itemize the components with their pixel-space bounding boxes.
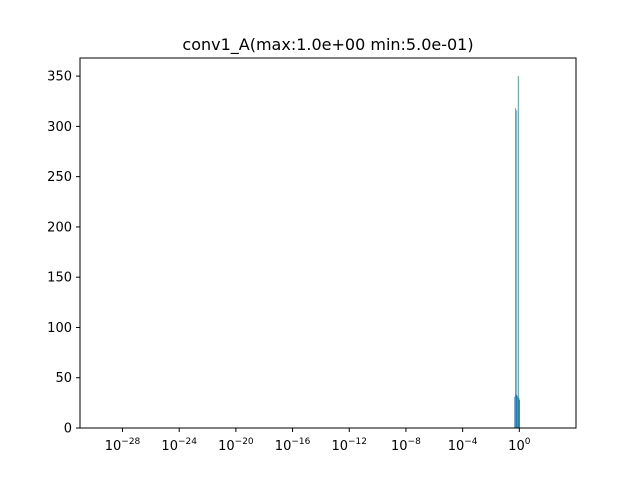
- y-tick-label: 350: [47, 70, 72, 85]
- y-tick-label: 0: [64, 422, 72, 437]
- y-tick-label: 300: [47, 120, 72, 135]
- x-tick-label-base: 10: [508, 439, 525, 454]
- x-tick-label-exponent: −8: [408, 437, 422, 447]
- chart-title: conv1_A(max:1.0e+00 min:5.0e-01): [182, 35, 473, 55]
- histogram-bar: [516, 110, 518, 429]
- y-axis: 0 50 100 150 200 250 300 350: [47, 70, 80, 437]
- y-tick-label: 150: [47, 271, 72, 286]
- x-tick-label-base: 10: [218, 439, 235, 454]
- x-tick-label-exponent: −20: [235, 437, 254, 447]
- x-tick-label-exponent: 0: [525, 437, 531, 447]
- histogram-bar: [517, 395, 518, 428]
- x-tick-label: 100: [508, 437, 531, 454]
- x-axis: 10−28 10−24 10−20 10−16 10−12 10−8 10−4 100: [105, 428, 531, 454]
- histogram-bar: [515, 394, 517, 428]
- histogram-bar: [514, 396, 516, 428]
- x-tick-label-exponent: −4: [464, 437, 478, 447]
- x-tick-label: 10−16: [275, 437, 311, 454]
- x-tick-label-base: 10: [275, 439, 292, 454]
- x-tick-label: 10−20: [218, 437, 254, 454]
- histogram-bar: [519, 399, 521, 428]
- x-tick-label-base: 10: [161, 439, 178, 454]
- histogram-bar: [518, 397, 520, 428]
- x-tick-label-exponent: −28: [121, 437, 140, 447]
- x-tick-label: 10−28: [105, 437, 141, 454]
- x-tick-label-base: 10: [331, 439, 348, 454]
- histogram-bar: [515, 108, 516, 429]
- histogram-bar: [517, 76, 519, 428]
- x-tick-label-exponent: −24: [178, 437, 197, 447]
- x-tick-label-exponent: −16: [291, 437, 310, 447]
- x-tick-label-base: 10: [391, 439, 408, 454]
- y-tick-label: 100: [47, 321, 72, 336]
- x-tick-label-exponent: −12: [348, 437, 367, 447]
- x-tick-label: 10−12: [331, 437, 367, 454]
- x-tick-label: 10−24: [161, 437, 197, 454]
- y-tick-label: 200: [47, 220, 72, 235]
- x-tick-label-base: 10: [105, 439, 122, 454]
- x-tick-label-base: 10: [448, 439, 465, 454]
- y-tick-label: 250: [47, 170, 72, 185]
- bars-group: [514, 76, 521, 429]
- plot-frame: [79, 57, 577, 429]
- x-tick-label: 10−8: [391, 437, 421, 454]
- x-tick-label: 10−4: [448, 437, 478, 454]
- y-tick-label: 50: [55, 371, 72, 386]
